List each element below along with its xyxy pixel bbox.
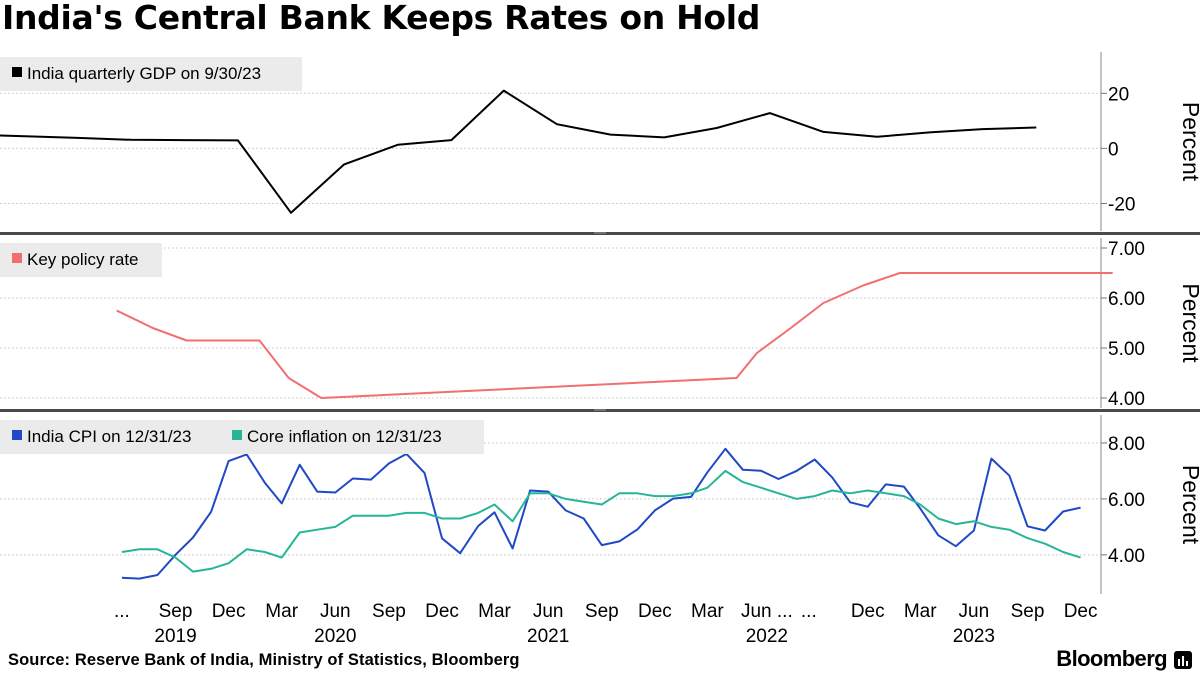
x-tick-label: Mar <box>691 601 724 622</box>
x-year-label: 2023 <box>953 626 995 647</box>
x-tick-label: Mar <box>904 601 937 622</box>
source-note: Source: Reserve Bank of India, Ministry … <box>8 651 520 669</box>
x-tick-label: Sep <box>159 601 193 622</box>
y-tick-label: 0 <box>1108 139 1119 160</box>
series-line-core-inflation-on-12-31-23 <box>121 469 1081 573</box>
y-axis-label: Percent <box>1178 465 1200 545</box>
y-tick-label: 5.00 <box>1108 339 1145 360</box>
x-year-label: 2020 <box>314 626 356 647</box>
x-tick-label: Dec <box>212 601 246 622</box>
legend-swatch <box>12 67 22 77</box>
x-tick-label: ... <box>801 601 817 622</box>
y-tick-label: 4.00 <box>1108 389 1145 410</box>
x-tick-label: Dec <box>425 601 459 622</box>
legend-label: India CPI on 12/31/23 <box>27 427 191 446</box>
bloomberg-logo: Bloomberg <box>1056 646 1167 671</box>
x-tick-label: Jun <box>959 601 990 622</box>
x-tick-label: Jun <box>533 601 564 622</box>
y-tick-label: 6.00 <box>1108 490 1145 511</box>
chart-title: India's Central Bank Keeps Rates on Hold <box>2 0 761 37</box>
legend-box <box>0 57 302 91</box>
x-tick-label: Dec <box>851 601 885 622</box>
series-line-india-quarterly-gdp <box>0 89 1037 214</box>
x-tick-label: Dec <box>1064 601 1098 622</box>
legend-label: Core inflation on 12/31/23 <box>247 427 442 446</box>
x-tick-label: Dec <box>638 601 672 622</box>
y-tick-label: 4.00 <box>1108 546 1145 567</box>
x-tick-label: Sep <box>1011 601 1045 622</box>
y-tick-label: 6.00 <box>1108 289 1145 310</box>
x-year-label: 2021 <box>527 626 569 647</box>
x-tick-label: Sep <box>585 601 619 622</box>
x-tick-label: ... <box>114 601 130 622</box>
bloomberg-badge-icon <box>1174 651 1192 669</box>
x-tick-label: Sep <box>372 601 406 622</box>
legend-label: India quarterly GDP on 9/30/23 <box>27 64 261 83</box>
y-tick-label: 20 <box>1108 84 1129 105</box>
y-tick-label: -20 <box>1108 194 1135 215</box>
x-year-label: 2022 <box>746 626 788 647</box>
legend-swatch <box>12 253 22 263</box>
x-tick-label: Jun <box>320 601 351 622</box>
x-year-label: 2019 <box>154 626 196 647</box>
y-tick-label: 8.00 <box>1108 434 1145 455</box>
y-tick-label: 7.00 <box>1108 239 1145 260</box>
legend-swatch <box>12 430 22 440</box>
series-line-india-cpi-on-12-31-23 <box>121 447 1081 580</box>
legend-swatch <box>232 430 242 440</box>
legend-label: Key policy rate <box>27 250 139 269</box>
series-line-key-policy-rate <box>116 272 1113 399</box>
x-tick-label: Mar <box>478 601 511 622</box>
x-tick-label: Mar <box>265 601 298 622</box>
x-tick-label: Jun ... <box>741 601 793 622</box>
y-axis-label: Percent <box>1178 283 1200 363</box>
y-axis-label: Percent <box>1178 102 1200 182</box>
legend-box <box>0 243 162 277</box>
